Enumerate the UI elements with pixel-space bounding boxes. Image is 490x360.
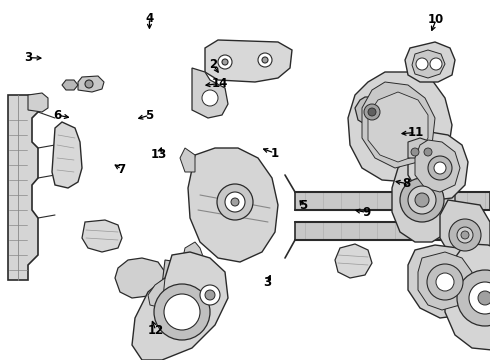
Polygon shape	[415, 140, 460, 192]
Circle shape	[436, 273, 454, 291]
Polygon shape	[440, 200, 490, 265]
Polygon shape	[115, 258, 165, 298]
Text: 5: 5	[146, 109, 153, 122]
Polygon shape	[148, 278, 165, 308]
Polygon shape	[335, 244, 372, 278]
Polygon shape	[418, 252, 472, 310]
Circle shape	[457, 227, 473, 243]
Circle shape	[411, 148, 419, 156]
Circle shape	[258, 53, 272, 67]
Circle shape	[231, 198, 239, 206]
Text: 9: 9	[363, 206, 370, 219]
Polygon shape	[295, 222, 490, 240]
Text: 3: 3	[24, 51, 32, 64]
Text: 3: 3	[263, 276, 271, 289]
Text: 12: 12	[147, 324, 164, 337]
Polygon shape	[78, 76, 104, 92]
Circle shape	[461, 231, 469, 239]
Polygon shape	[8, 95, 38, 280]
Polygon shape	[445, 244, 490, 350]
Circle shape	[469, 282, 490, 314]
Polygon shape	[295, 192, 490, 210]
Text: 7: 7	[118, 163, 125, 176]
Circle shape	[430, 58, 442, 70]
Text: 10: 10	[428, 13, 444, 26]
Circle shape	[364, 104, 380, 120]
Circle shape	[262, 57, 268, 63]
Circle shape	[225, 192, 245, 212]
Polygon shape	[392, 158, 455, 242]
Polygon shape	[412, 50, 445, 78]
Circle shape	[218, 55, 232, 69]
Circle shape	[200, 285, 220, 305]
Circle shape	[408, 186, 436, 214]
Polygon shape	[408, 132, 468, 200]
Polygon shape	[408, 138, 435, 158]
Text: 14: 14	[211, 77, 228, 90]
Circle shape	[164, 294, 200, 330]
Circle shape	[428, 156, 452, 180]
Polygon shape	[132, 252, 228, 360]
Circle shape	[415, 193, 429, 207]
Polygon shape	[162, 260, 182, 285]
Polygon shape	[408, 245, 482, 318]
Text: 11: 11	[407, 126, 424, 139]
Polygon shape	[348, 72, 452, 182]
Circle shape	[202, 90, 218, 106]
Text: 6: 6	[54, 109, 62, 122]
Polygon shape	[192, 68, 228, 118]
Circle shape	[449, 219, 481, 251]
Circle shape	[424, 148, 432, 156]
Polygon shape	[362, 82, 435, 168]
Polygon shape	[52, 122, 82, 188]
Polygon shape	[405, 42, 455, 82]
Text: 13: 13	[151, 148, 168, 161]
Polygon shape	[368, 92, 428, 162]
Circle shape	[85, 80, 93, 88]
Polygon shape	[355, 97, 390, 126]
Circle shape	[217, 184, 253, 220]
Polygon shape	[82, 220, 122, 252]
Circle shape	[434, 162, 446, 174]
Circle shape	[205, 290, 215, 300]
Polygon shape	[62, 80, 78, 90]
Text: 8: 8	[403, 177, 411, 190]
Circle shape	[154, 284, 210, 340]
Text: 2: 2	[209, 58, 217, 71]
Text: 4: 4	[146, 12, 153, 24]
Text: 5: 5	[299, 199, 307, 212]
Circle shape	[427, 264, 463, 300]
Circle shape	[457, 270, 490, 326]
Circle shape	[478, 291, 490, 305]
Polygon shape	[28, 93, 48, 112]
Polygon shape	[205, 40, 292, 82]
Polygon shape	[188, 148, 278, 262]
Text: 1: 1	[270, 147, 278, 159]
Polygon shape	[180, 148, 195, 172]
Circle shape	[416, 58, 428, 70]
Circle shape	[368, 108, 376, 116]
Circle shape	[400, 178, 444, 222]
Polygon shape	[182, 242, 205, 270]
Circle shape	[222, 59, 228, 65]
